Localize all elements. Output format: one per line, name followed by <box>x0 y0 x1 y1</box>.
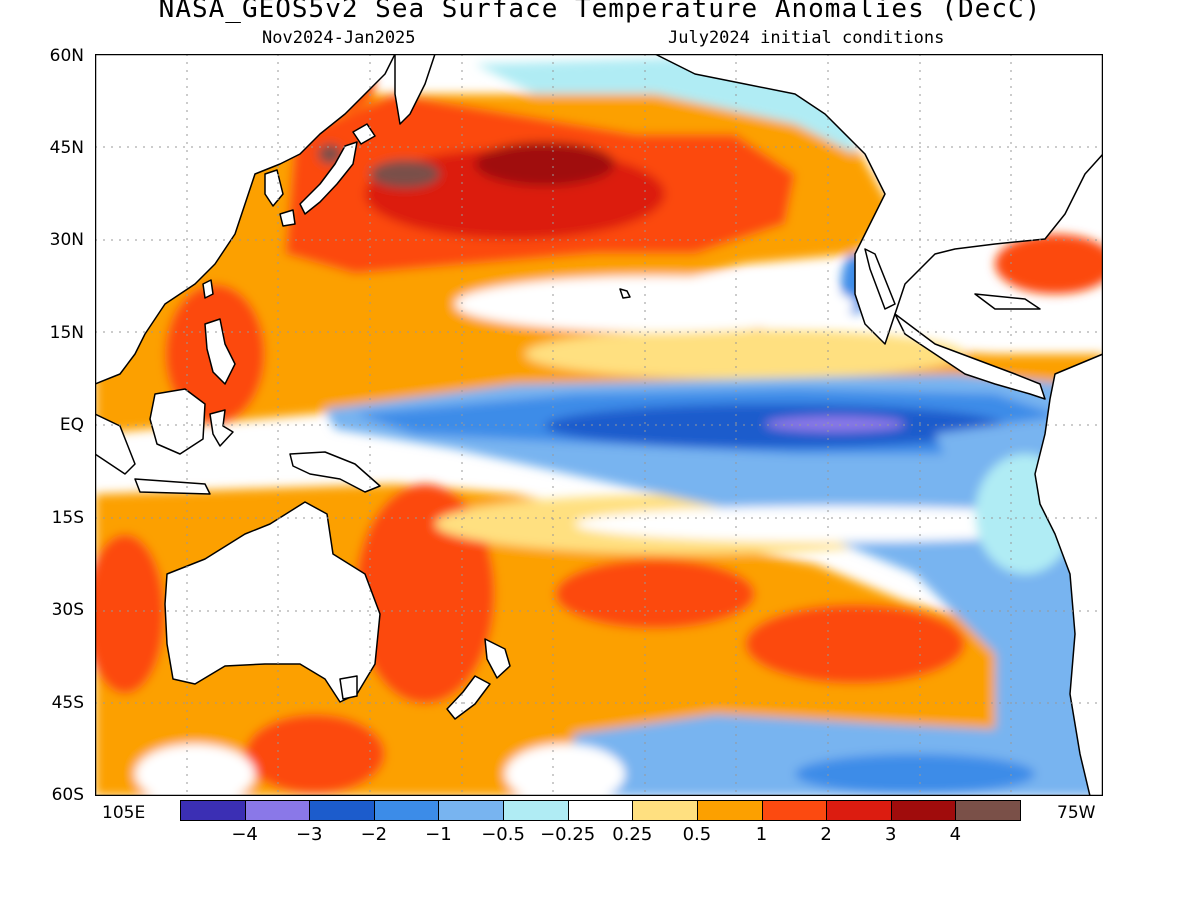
colorbar-label: −3 <box>296 824 323 845</box>
forecast-period: Nov2024-Jan2025 <box>262 28 416 48</box>
anomaly-region <box>765 416 905 432</box>
colorbar-label: −0.5 <box>481 824 525 845</box>
lon-label-right: 75W <box>1057 803 1095 823</box>
land-taiwan <box>203 280 213 298</box>
colorbar-swatch <box>891 800 957 821</box>
colorbar-swatch <box>309 800 375 821</box>
lat-label-eq: EQ <box>0 416 84 434</box>
colorbar-label: −1 <box>425 824 452 845</box>
colorbar-label: −4 <box>231 824 258 845</box>
colorbar-swatch <box>438 800 504 821</box>
colorbar-swatch <box>503 800 569 821</box>
lat-label-30n: 30N <box>0 231 84 249</box>
initial-conditions-label: July2024 initial conditions <box>668 28 944 48</box>
colorbar-label: −2 <box>361 824 388 845</box>
colorbar-swatch <box>632 800 698 821</box>
anomaly-region <box>475 142 615 186</box>
land-tasmania <box>340 676 357 699</box>
lat-label-15s: 15S <box>0 509 84 527</box>
lon-label-left: 105E <box>102 803 145 823</box>
colorbar-swatch <box>568 800 634 821</box>
colorbar-label: 2 <box>820 824 831 845</box>
colorbar-label: 0.25 <box>612 824 652 845</box>
colorbar-swatch <box>180 800 246 821</box>
colorbar-swatch <box>762 800 828 821</box>
anomaly-region <box>455 276 855 332</box>
colorbar-label: 3 <box>885 824 896 845</box>
anomaly-region <box>525 329 965 379</box>
map-title: NASA_GEOS5v2 Sea Surface Temperature Ano… <box>0 0 1200 24</box>
anomaly-region <box>555 559 755 629</box>
colorbar-swatch <box>245 800 311 821</box>
anomaly-region <box>795 754 1035 794</box>
lat-label-60s: 60S <box>0 786 84 804</box>
lat-label-45s: 45S <box>0 694 84 712</box>
lat-label-60n: 60N <box>0 47 84 65</box>
anomaly-region <box>745 604 965 684</box>
colorbar-label: 1 <box>756 824 767 845</box>
colorbar-label: 4 <box>950 824 961 845</box>
colorbar-swatch <box>697 800 763 821</box>
lat-label-30s: 30S <box>0 601 84 619</box>
lat-label-15n: 15N <box>0 324 84 342</box>
lat-label-45n: 45N <box>0 139 84 157</box>
colorbar-label: −0.25 <box>540 824 595 845</box>
anomaly-region <box>245 714 385 794</box>
colorbar-swatch <box>826 800 892 821</box>
colorbar-swatch <box>374 800 440 821</box>
anomaly-region <box>370 160 440 188</box>
sst-anomaly-map <box>95 54 1103 796</box>
colorbar-swatch <box>955 800 1021 821</box>
colorbar-label: 0.5 <box>683 824 712 845</box>
